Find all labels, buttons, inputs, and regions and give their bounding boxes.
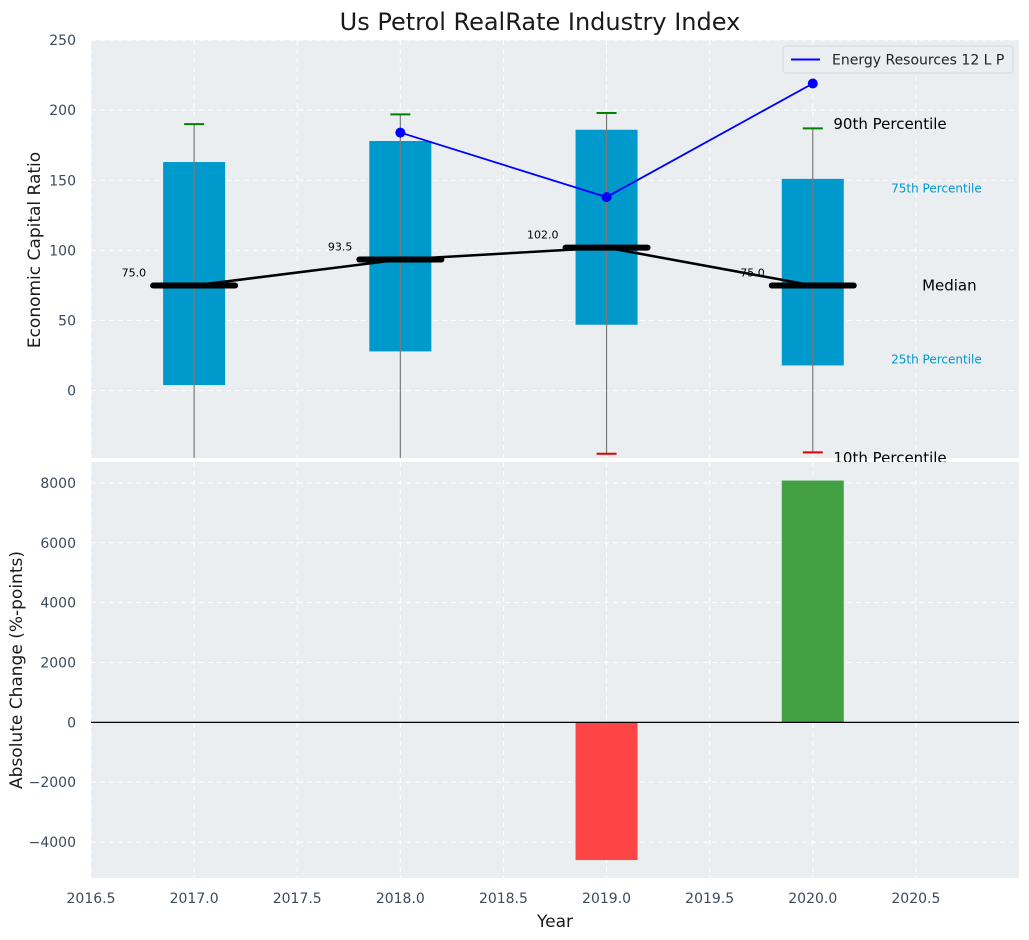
- percentile-annotation: 75th Percentile: [891, 181, 982, 195]
- median-value-label: 75.0: [740, 266, 765, 279]
- bottom-y-tick-label: 4000: [40, 596, 76, 612]
- x-tick-label: 2016.5: [67, 891, 116, 907]
- x-tick-label: 2017.0: [170, 891, 219, 907]
- top-y-tick-label: 250: [49, 33, 76, 49]
- x-tick-label: 2018.5: [479, 891, 528, 907]
- top-y-tick-label: 50: [58, 314, 76, 330]
- chart-title: Us Petrol RealRate Industry Index: [340, 8, 741, 36]
- top-y-tick-label: 0: [67, 384, 76, 400]
- change-bar: [781, 480, 844, 723]
- median-trend-line: [193, 246, 814, 287]
- percentile-annotation: 25th Percentile: [891, 352, 982, 366]
- legend-entry-label: Energy Resources 12 L P: [832, 53, 1004, 69]
- top-y-tick-label: 200: [49, 103, 76, 119]
- legend: Energy Resources 12 L P: [782, 45, 1014, 74]
- change-bar: [575, 722, 638, 861]
- x-axis-label: Year: [536, 912, 573, 932]
- x-tick-label: 2019.0: [582, 891, 631, 907]
- bottom-y-tick-label: 2000: [40, 656, 76, 672]
- bottom-y-tick-label: 6000: [40, 536, 76, 552]
- x-tick-label: 2020.5: [891, 891, 940, 907]
- median-value-label: 102.0: [527, 229, 559, 242]
- bottom-y-axis-label: Absolute Change (%-points): [7, 551, 27, 789]
- median-value-label: 75.0: [122, 266, 147, 279]
- top-plot-area: 75.0 93.5 102.0 75.0: [122, 78, 857, 458]
- bottom-y-tick-label: 8000: [40, 476, 76, 492]
- x-tick-label: 2019.5: [685, 891, 734, 907]
- bottom-panel: 2016.5 2017.0 2017.5 2018.0 2018.5 2019.0 2019…: [29, 462, 1019, 907]
- top-y-tick-label: 150: [49, 173, 76, 189]
- top-panel: 0 50 100 150 200 250 75.0 93.5 102.0 75.0 90th Per…: [49, 33, 1019, 467]
- series-point: [395, 127, 406, 138]
- top-y-tick-label: 100: [49, 243, 76, 259]
- legend-frame: [782, 45, 1014, 74]
- series-point: [601, 192, 612, 203]
- bottom-y-tick-label: −2000: [29, 775, 76, 791]
- top-y-axis-label: Economic Capital Ratio: [25, 152, 45, 348]
- bottom-y-tick-label: −4000: [29, 835, 76, 851]
- series-point: [807, 78, 818, 89]
- percentile-annotation: 90th Percentile: [833, 115, 946, 133]
- median-value-label: 93.5: [328, 241, 353, 254]
- x-tick-label: 2020.0: [788, 891, 837, 907]
- x-tick-label: 2018.0: [376, 891, 425, 907]
- bottom-y-tick-label: 0: [67, 715, 76, 731]
- percentile-annotation: Median: [922, 276, 977, 294]
- bottom-plot-background: [91, 462, 1019, 878]
- top-plot-background: [91, 40, 1019, 458]
- x-tick-label: 2017.5: [273, 891, 322, 907]
